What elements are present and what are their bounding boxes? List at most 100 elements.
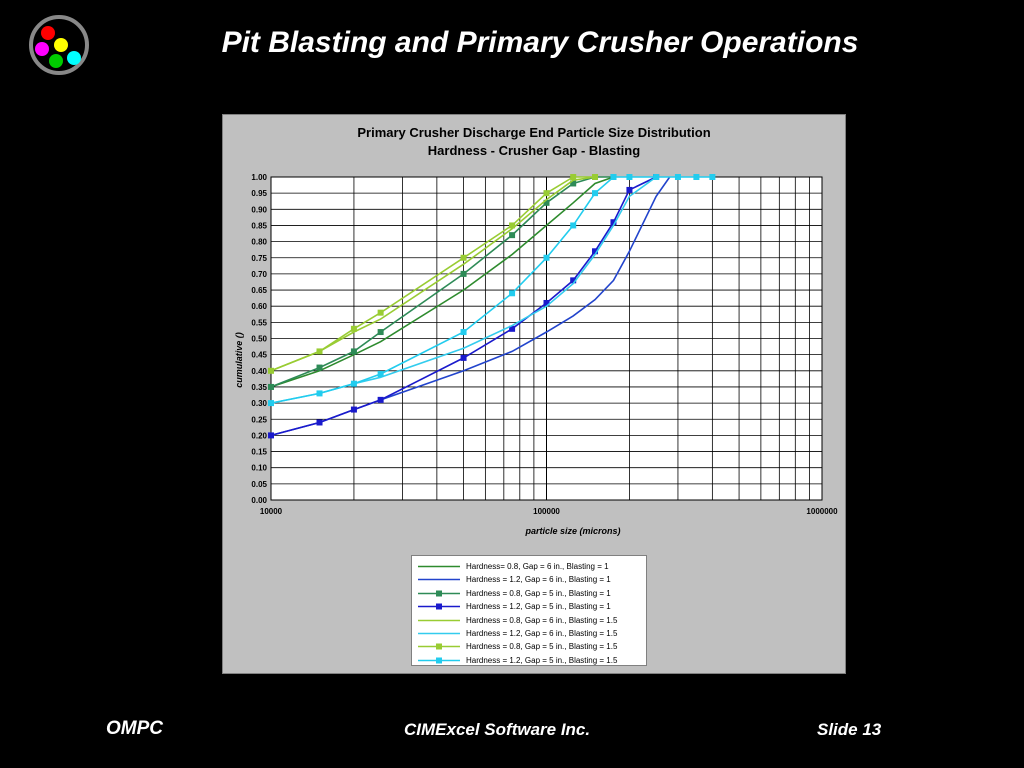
series-4-point [350, 406, 357, 413]
legend-item: Hardness = 1.2, Gap = 5 in., Blasting = … [416, 600, 611, 613]
legend-swatch [418, 619, 460, 621]
series-7-point [350, 325, 357, 332]
y-tick-label: 0.75 [251, 254, 267, 263]
series-4-point [316, 419, 323, 426]
series-3-point [268, 383, 274, 390]
x-tick-label: 10000 [260, 507, 283, 516]
legend-label: Hardness = 1.2, Gap = 5 in., Blasting = … [466, 655, 618, 665]
series-8-point [350, 380, 357, 387]
legend-item: Hardness = 0.8, Gap = 5 in., Blasting = … [416, 640, 617, 653]
legend-label: Hardness = 0.8, Gap = 5 in., Blasting = … [466, 588, 611, 598]
series-3-point [509, 232, 516, 239]
legend-label: Hardness = 1.2, Gap = 5 in., Blasting = … [466, 602, 611, 612]
legend-item: Hardness = 0.8, Gap = 5 in., Blasting = … [416, 587, 611, 600]
y-tick-label: 0.35 [251, 383, 267, 392]
series-line-3 [270, 176, 614, 388]
series-8-point [610, 174, 617, 180]
series-4-point [509, 325, 516, 332]
series-3-point [543, 199, 550, 206]
footer-company: OMPC [106, 718, 163, 739]
series-8-point [653, 174, 660, 180]
y-tick-label: 0.25 [251, 415, 267, 424]
series-7-point [509, 222, 516, 229]
series-8-point [460, 329, 467, 336]
series-4-point [268, 432, 274, 439]
chart-title: Primary Crusher Discharge End Particle S… [357, 125, 711, 140]
legend-swatch [418, 603, 460, 610]
x-tick-label: 1000000 [806, 507, 838, 516]
logo-dot-yellow [54, 38, 68, 52]
y-tick-label: 0.50 [251, 335, 267, 344]
y-tick-label: 0.60 [251, 302, 267, 311]
legend-item: Hardness = 1.2, Gap = 6 in., Blasting = … [416, 573, 611, 586]
series-line-1 [270, 176, 614, 388]
series-4-point [626, 186, 633, 193]
x-tick-label: 100000 [533, 507, 560, 516]
series-line-5 [270, 176, 596, 372]
legend-label: Hardness = 1.2, Gap = 6 in., Blasting = … [466, 629, 618, 638]
legend-swatch [418, 643, 460, 650]
y-tick-label: 0.05 [251, 480, 267, 489]
series-8-point [570, 222, 577, 229]
y-tick-label: 0.70 [251, 270, 267, 279]
series-8-point [693, 174, 700, 180]
series-4-point [460, 354, 467, 361]
legend-label: Hardness = 0.8, Gap = 6 in., Blasting = … [466, 615, 618, 625]
series-8-point [709, 174, 716, 180]
series-8-point [543, 254, 550, 261]
y-tick-label: 0.30 [251, 399, 267, 408]
y-tick-label: 0.20 [251, 431, 267, 440]
legend-item: Hardness = 0.8, Gap = 6 in., Blasting = … [416, 614, 617, 627]
series-3-point [377, 329, 384, 336]
legend-label: Hardness = 1.2, Gap = 6 in., Blasting = … [466, 575, 611, 585]
series-8-point [626, 174, 633, 180]
y-tick-label: 0.80 [251, 238, 267, 247]
logo-dot-magenta [35, 42, 49, 56]
series-7-point [268, 367, 274, 374]
y-axis-label: cumulative () [234, 332, 244, 388]
series-7-point [570, 174, 577, 180]
series-7-point [460, 254, 467, 261]
y-tick-label: 0.00 [251, 496, 267, 505]
legend-swatch [418, 590, 460, 597]
legend-item: Hardness= 0.8, Gap = 6 in., Blasting = 1 [416, 560, 609, 573]
series-4-point [592, 248, 599, 255]
chart-plot: 0.00 0.05 0.10 0.15 0.20 0.25 0.30 0.35 0.40 0.45… [251, 173, 838, 516]
legend-label: Hardness = 0.8, Gap = 5 in., Blasting = … [466, 642, 618, 652]
series-8-point [268, 400, 274, 407]
series-8-point [377, 371, 384, 378]
y-tick-label: 1.00 [251, 173, 267, 182]
series-7-point [592, 174, 599, 180]
y-tick-label: 0.45 [251, 351, 267, 360]
series-8-point [674, 174, 681, 180]
legend-label: Hardness= 0.8, Gap = 6 in., Blasting = 1 [466, 562, 609, 571]
logo-dot-red [41, 26, 55, 40]
y-tick-label: 0.85 [251, 221, 267, 230]
series-7-point [316, 348, 323, 355]
y-tick-label: 0.65 [251, 286, 267, 295]
series-4-point [610, 219, 617, 226]
legend-swatch [418, 632, 460, 635]
series-4-point [570, 277, 577, 284]
series-7-point [377, 309, 384, 316]
y-tick-label: 0.10 [251, 464, 267, 473]
chart-subtitle: Hardness - Crusher Gap - Blasting [427, 143, 641, 158]
series-3-point [570, 180, 577, 187]
y-tick-label: 0.90 [251, 205, 267, 214]
y-tick-label: 0.15 [251, 448, 267, 457]
ompc-logo [29, 15, 89, 75]
y-tick-label: 0.40 [251, 367, 267, 376]
series-3-point [316, 364, 323, 371]
series-8-point [592, 190, 599, 197]
y-tick-label: 0.95 [251, 189, 267, 198]
slide-title: Pit Blasting and Primary Crusher Operati… [221, 26, 859, 59]
logo-dot-cyan [67, 51, 81, 65]
legend-swatch [418, 657, 460, 664]
series-3-point [350, 348, 357, 355]
legend-swatch [418, 565, 460, 568]
legend-swatch [418, 579, 460, 581]
series-3-point [460, 270, 467, 277]
chart-panel: Primary Crusher Discharge End Particle S… [222, 114, 846, 674]
legend-item: Hardness = 1.2, Gap = 6 in., Blasting = … [416, 627, 617, 640]
series-4-point [377, 396, 384, 403]
